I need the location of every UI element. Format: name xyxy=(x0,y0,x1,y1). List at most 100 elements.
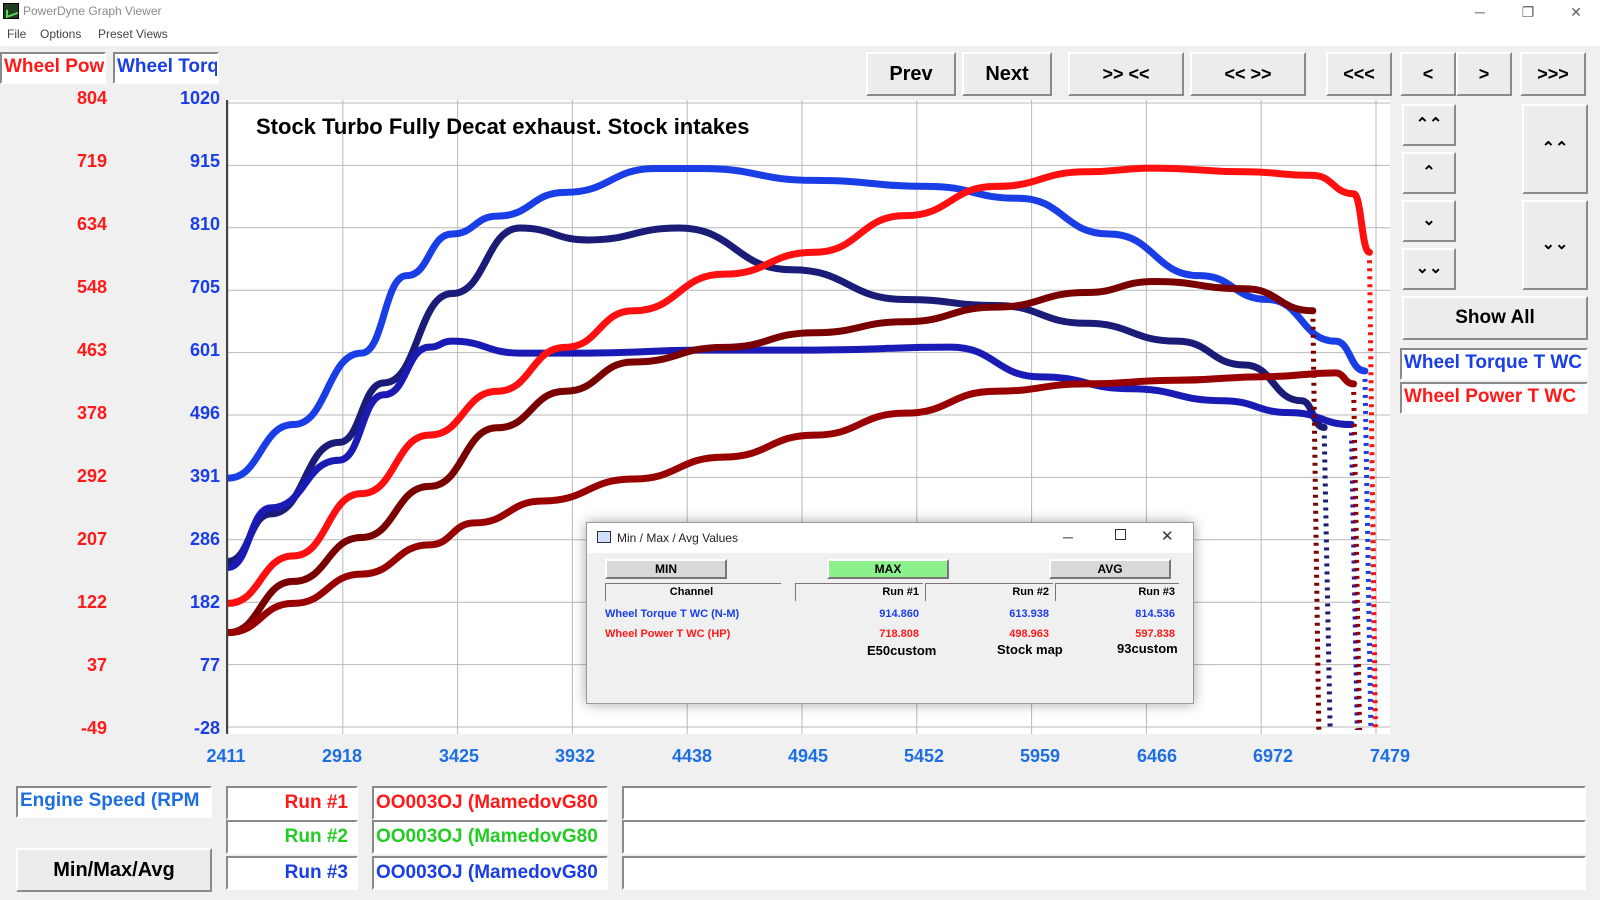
rpm-tick: 7479 xyxy=(1369,746,1411,766)
run-3-name[interactable]: OO003OJ (MamedovG80 xyxy=(372,856,608,890)
menu-options[interactable]: Options xyxy=(40,27,82,41)
graph-svg[interactable] xyxy=(224,100,1390,734)
rpm-tick: 6972 xyxy=(1252,746,1294,766)
rpm-tick: 2918 xyxy=(321,746,363,766)
run-3-column-header: Run #3 xyxy=(1055,583,1179,601)
graph-annotation: Stock Turbo Fully Decat exhaust. Stock i… xyxy=(256,114,750,139)
run-1-name[interactable]: OO003OJ (MamedovG80 xyxy=(372,786,608,820)
run-1-note: E50custom xyxy=(867,643,937,658)
power-tick: 719 xyxy=(76,151,107,171)
torque-channel-toggle[interactable]: Wheel Torque T WC xyxy=(1400,348,1588,380)
series-tail-0 xyxy=(1362,370,1374,731)
y-scale-down-button[interactable]: ⌄ xyxy=(1402,200,1456,242)
power-channel-toggle[interactable]: Wheel Power T WC xyxy=(1400,382,1588,414)
max-tab-button[interactable]: MAX xyxy=(827,559,949,579)
scroll-end-button[interactable]: >>> xyxy=(1520,52,1586,96)
menu-preset-views[interactable]: Preset Views xyxy=(98,27,168,41)
run-1-label[interactable]: Run #1 xyxy=(226,786,358,820)
run-1-notes[interactable] xyxy=(622,786,1586,820)
dialog-close-icon[interactable]: ✕ xyxy=(1161,528,1174,545)
power-tick: 207 xyxy=(76,529,107,549)
run-3-note: 93custom xyxy=(1117,641,1178,656)
power-tick: 634 xyxy=(76,214,107,234)
show-all-button[interactable]: Show All xyxy=(1402,296,1588,340)
torque-tick: 182 xyxy=(189,592,220,612)
menu-file[interactable]: File xyxy=(7,27,27,41)
run-2-label[interactable]: Run #2 xyxy=(226,820,358,854)
rpm-tick: 3932 xyxy=(554,746,596,766)
dialog-minimize-icon[interactable]: ─ xyxy=(1063,529,1073,545)
dialog-title-bar[interactable]: Min / Max / Avg Values ─ ✕ xyxy=(587,523,1193,553)
torque-row-channel: Wheel Torque T WC (N-M) xyxy=(605,608,740,620)
rpm-tick: 2411 xyxy=(206,746,246,766)
series-line-torque-0 xyxy=(224,164,1369,482)
zoom-out-button[interactable]: << >> xyxy=(1190,52,1306,96)
y-scale-up-button[interactable]: ⌃ xyxy=(1402,152,1456,194)
double-chevron-up-icon: ⌃⌃ xyxy=(1415,116,1443,133)
series-tail-1 xyxy=(1321,427,1333,731)
zoom-in-button[interactable]: >> << xyxy=(1068,52,1184,96)
run-2-column-header: Run #2 xyxy=(925,583,1053,601)
torque-row-run-2: 613.938 xyxy=(1009,608,1049,620)
triple-chevron-icon: ⌄⌄ xyxy=(1541,236,1569,253)
torque-tick: 601 xyxy=(189,340,220,360)
series-line-power-3 xyxy=(224,164,1373,607)
torque-tick: 286 xyxy=(189,529,220,549)
series-line-power-5 xyxy=(224,369,1358,637)
scroll-start-button[interactable]: <<< xyxy=(1326,52,1392,96)
triple-chevron-icon: ⌃⌃ xyxy=(1541,140,1569,157)
run-2-notes[interactable] xyxy=(622,820,1586,854)
torque-tick: -28 xyxy=(193,718,220,738)
run-3-label[interactable]: Run #3 xyxy=(226,856,358,890)
power-channel-selector[interactable]: Wheel Pow xyxy=(0,52,106,84)
power-tick: 548 xyxy=(76,277,107,297)
run-2-name[interactable]: OO003OJ (MamedovG80 xyxy=(372,820,608,854)
dialog-maximize-icon[interactable] xyxy=(1115,529,1126,540)
run-1-column-header: Run #1 xyxy=(795,583,923,601)
torque-channel-selector[interactable]: Wheel Torq xyxy=(113,52,219,84)
title-bar: PowerDyne Graph Viewer ─ ❐ ✕ xyxy=(0,0,1600,24)
series-tail-2 xyxy=(1348,424,1360,731)
y-shift-down-button[interactable]: ⌄⌄ xyxy=(1522,200,1588,290)
run-3-notes[interactable] xyxy=(622,856,1586,890)
min-max-avg-dialog[interactable]: Min / Max / Avg Values ─ ✕ MIN MAX AVG C… xyxy=(586,522,1194,704)
x-channel-selector[interactable]: Engine Speed (RPM xyxy=(16,786,212,818)
torque-tick: 391 xyxy=(189,466,220,486)
rpm-tick: 5959 xyxy=(1019,746,1061,766)
window-title: PowerDyne Graph Viewer xyxy=(23,4,162,18)
maximize-icon[interactable]: ❐ xyxy=(1521,4,1535,20)
avg-tab-button[interactable]: AVG xyxy=(1049,559,1171,579)
power-tick: 37 xyxy=(86,655,107,675)
rpm-tick: 6466 xyxy=(1136,746,1178,766)
scroll-right-button[interactable]: > xyxy=(1456,52,1512,96)
y-scale-down-fast-button[interactable]: ⌄⌄ xyxy=(1402,248,1456,290)
power-tick: 463 xyxy=(76,340,107,360)
min-tab-button[interactable]: MIN xyxy=(605,559,727,579)
series-line-torque-2 xyxy=(224,337,1355,571)
rpm-tick: 3425 xyxy=(438,746,480,766)
app-icon xyxy=(3,3,19,19)
close-icon[interactable]: ✕ xyxy=(1570,4,1582,20)
power-row-run-2: 498.963 xyxy=(1009,628,1049,640)
min-max-avg-button[interactable]: Min/Max/Avg xyxy=(16,848,212,892)
chevron-down-icon: ⌄ xyxy=(1422,212,1436,229)
series-line-power-4 xyxy=(224,277,1317,637)
series-tail-4 xyxy=(1310,310,1322,731)
torque-tick: 705 xyxy=(189,277,220,297)
power-tick: 292 xyxy=(76,466,107,486)
power-tick: 804 xyxy=(76,88,107,108)
y-scale-up-fast-button[interactable]: ⌃⌃ xyxy=(1402,104,1456,146)
power-row-run-3: 597.838 xyxy=(1135,628,1175,640)
power-tick: -49 xyxy=(80,718,107,738)
power-row-channel: Wheel Power T WC (HP) xyxy=(605,628,731,640)
dialog-title: Min / Max / Avg Values xyxy=(617,531,738,545)
chevron-up-icon: ⌃ xyxy=(1422,164,1436,181)
rpm-tick: 5452 xyxy=(903,746,945,766)
torque-tick: 810 xyxy=(189,214,220,234)
scroll-left-button[interactable]: < xyxy=(1400,52,1456,96)
next-button[interactable]: Next xyxy=(962,52,1052,96)
y-shift-up-button[interactable]: ⌃⌃ xyxy=(1522,104,1588,194)
minimize-icon[interactable]: ─ xyxy=(1475,4,1485,20)
channel-column-header: Channel xyxy=(605,583,781,601)
prev-button[interactable]: Prev xyxy=(866,52,956,96)
